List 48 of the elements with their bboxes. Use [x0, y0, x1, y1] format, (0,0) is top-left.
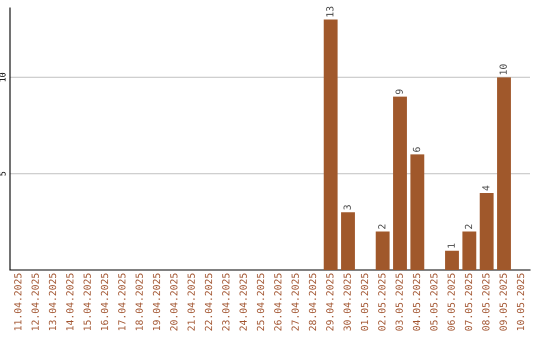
data-label: 13	[326, 6, 334, 16]
bar	[445, 250, 459, 270]
x-tick-label: 05.05.2025	[430, 274, 438, 331]
x-tick-label: 24.04.2025	[239, 274, 247, 331]
data-label: 4	[482, 186, 490, 191]
x-tick-label: 04.05.2025	[412, 274, 420, 331]
x-tick-label: 28.04.2025	[308, 274, 316, 331]
x-tick-label: 27.04.2025	[291, 274, 299, 331]
x-tick-label: 23.04.2025	[222, 274, 230, 331]
x-tick-label: 06.05.2025	[447, 274, 455, 331]
data-label: 1	[448, 244, 455, 248]
x-tick-label: 12.04.2025	[31, 274, 39, 330]
bar	[324, 20, 338, 270]
x-tick-label: 02.05.2025	[378, 274, 386, 331]
x-tick-label: 29.04.2025	[326, 274, 334, 331]
x-tick-label: 21.04.2025	[187, 274, 195, 331]
bar	[410, 154, 424, 270]
x-tick-label: 08.05.2025	[482, 274, 490, 331]
x-tick-label: 18.04.2025	[135, 274, 143, 330]
data-label: 9	[395, 89, 403, 94]
x-tick-label: 17.04.2025	[118, 274, 126, 330]
bar	[393, 96, 407, 270]
x-tick-label: 25.04.2025	[256, 274, 264, 331]
data-label: 2	[464, 224, 472, 229]
bar	[497, 77, 511, 270]
x-tick-label: 10.05.2025	[516, 274, 524, 330]
data-label: 3	[343, 205, 351, 210]
x-tick-label: 30.04.2025	[343, 274, 351, 331]
bar	[341, 212, 355, 270]
x-tick-label: 15.04.2025	[83, 274, 91, 330]
x-tick-label: 20.04.2025	[170, 274, 178, 331]
x-tick-label: 07.05.2025	[464, 274, 472, 331]
x-tick-label: 19.04.2025	[152, 274, 160, 330]
data-label: 2	[378, 224, 386, 229]
bar	[480, 192, 494, 270]
x-tick-label: 26.04.2025	[274, 274, 282, 331]
x-tick-label: 13.04.2025	[48, 274, 56, 330]
bar	[462, 231, 476, 270]
x-tick-label: 09.05.2025	[499, 274, 507, 331]
x-tick-label: 03.05.2025	[395, 274, 403, 331]
bar	[376, 231, 390, 270]
x-tick-label: 16.04.2025	[100, 274, 108, 330]
x-tick-label: 14.04.2025	[66, 274, 74, 330]
data-label: 10	[499, 64, 507, 74]
x-tick-label: 11.04.2025	[14, 274, 22, 330]
x-tick-label: 01.05.2025	[360, 274, 368, 331]
x-tick-label: 22.04.2025	[204, 274, 212, 331]
data-label: 6	[412, 147, 420, 152]
